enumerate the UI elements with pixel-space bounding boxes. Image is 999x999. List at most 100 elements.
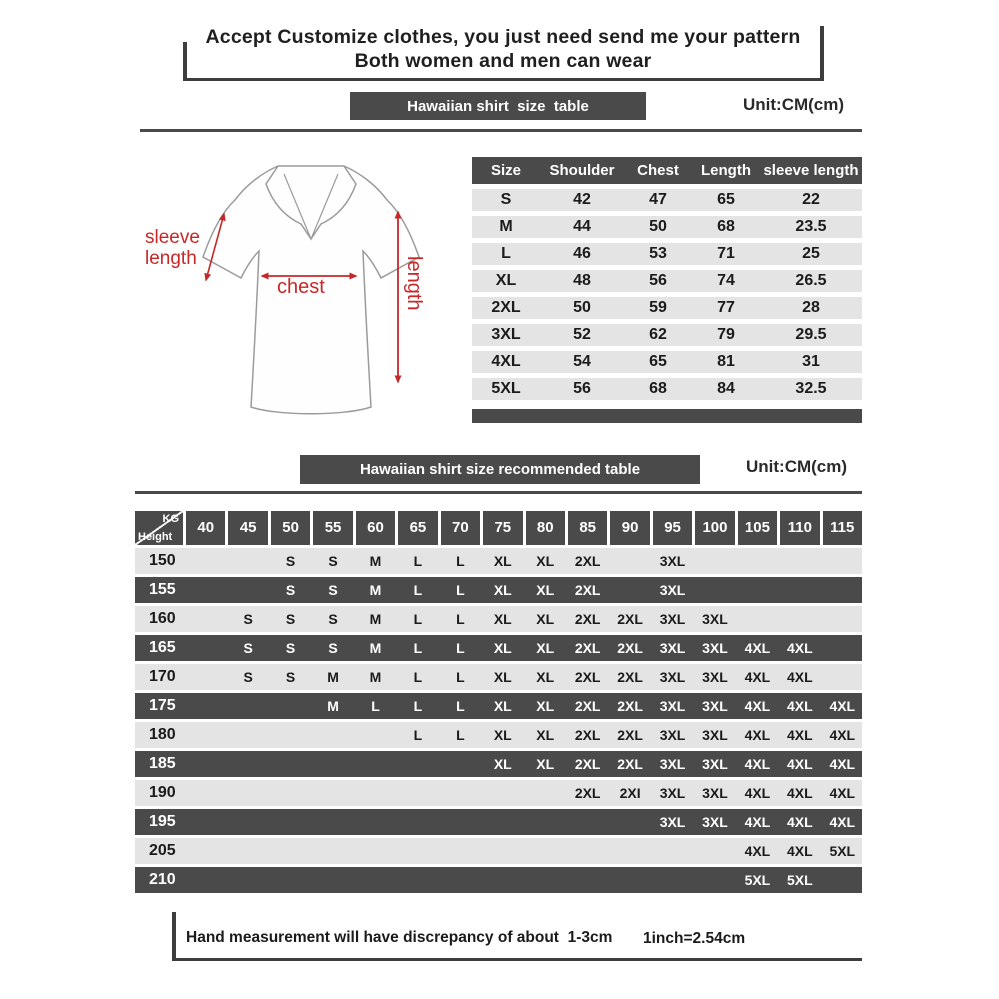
recommended-size-cell [398,867,437,893]
recommended-size-cell: L [413,669,423,685]
corner-kg-label: KG [162,513,180,525]
recommended-size-cell: 2XL [617,640,643,656]
size-table-header: Size Shoulder Chest Length sleeve length [472,157,862,184]
recommended-size-cell [568,809,607,835]
recommended-size-cell [441,780,480,806]
recommended-size-cell: XL [536,756,555,772]
recommended-size-cell [356,780,395,806]
size-table-cell: 68 [717,218,735,235]
recommended-size-cell: 2XL [574,640,601,656]
recommended-size-cell: 4XL [829,814,856,830]
recommended-size-cell: XL [536,698,555,714]
recommended-size-cell: M [369,640,382,656]
height-label-cell: 210 [149,871,176,888]
recommended-table-row: 150 S S M L L XL XL 2XL 3XL [135,548,862,574]
size-table-row: S 42 47 65 22 [472,189,862,211]
size-table-cell: 5XL [491,380,521,397]
recommended-size-cell [483,867,522,893]
recommended-size-cell: 4XL [787,698,813,714]
size-table-cell: 44 [573,218,591,235]
recommended-table-row: 210 5XL 5XL [135,867,862,893]
recommended-size-cell [186,548,225,574]
size-table-cell: 81 [717,353,735,370]
recommended-size-cell: 2XL [574,785,601,801]
recommended-size-cell: 3XL [659,814,686,830]
size-table-cell: 46 [573,245,591,262]
recommended-size-cell: S [285,640,296,656]
height-label-cell: 180 [149,726,176,743]
recommended-size-cell [186,838,225,864]
recommended-size-cell [271,751,310,777]
size-table-banner: Hawaiian shirt size table [350,92,646,120]
size-table-header-cell: Length [701,162,751,179]
recommended-size-cell [313,751,352,777]
size-table-row: 3XL 52 62 79 29.5 [472,324,862,346]
size-table-cell: 59 [649,299,667,316]
recommended-size-cell [186,577,225,603]
recommended-table-row: 160 S S S M L L XL XL 2XL 2XL 3XL 3XL [135,606,862,632]
recommended-size-cell: 2XL [617,611,643,627]
size-table-cell: M [499,218,513,235]
recommended-size-cell [568,838,607,864]
kg-height-corner-cell: KG Height [135,511,183,545]
recommended-size-cell: 4XL [744,698,771,714]
size-table-row: M 44 50 68 23.5 [472,216,862,238]
recommended-size-cell: M [327,698,339,714]
recommended-size-cell: XL [536,640,555,656]
size-table-cell: 84 [717,380,735,397]
recommended-size-cell: L [456,727,465,743]
recommended-size-cell: 4XL [829,698,856,714]
recommended-size-cell [313,809,352,835]
recommended-size-cell [313,867,352,893]
recommended-size-cell: M [369,582,382,598]
recommended-size-cell [610,809,649,835]
size-table-header-cell: Shoulder [549,162,615,179]
recommended-size-cell: S [328,553,338,569]
recommended-size-cell [483,838,522,864]
recommended-size-cell [186,693,225,719]
recommended-size-cell: 4XL [829,785,856,801]
size-table-row: XL 48 56 74 26.5 [472,270,862,292]
recommended-size-cell: 3XL [702,814,728,830]
size-table-cell: 71 [717,245,735,262]
recommended-size-cell [441,751,480,777]
recommended-size-cell: 3XL [659,698,686,714]
recommended-size-cell: XL [493,698,512,714]
recommended-size-cell: S [243,640,253,656]
footer-bracket-left [172,912,176,961]
size-table-cell: 62 [649,326,667,343]
size-table-body: S 42 47 65 22 M 44 50 68 23.5 L 46 53 71 25 XL 48 56 74 26.… [472,189,862,400]
weight-header-cell: 85 [567,511,608,545]
weight-header-cell: 90 [610,511,650,545]
recommended-size-cell: M [369,669,382,685]
height-label-cell: 185 [149,755,176,772]
recommended-size-cell [356,867,395,893]
recommended-size-cell: 3XL [702,756,728,772]
recommended-size-cell: XL [536,553,555,569]
recommended-size-cell [780,577,819,603]
recommended-size-cell: L [413,640,423,656]
size-table-cell: 22 [802,191,820,208]
recommended-size-cell: XL [493,669,512,685]
recommended-size-cell: 5XL [829,843,856,859]
size-table-cell: 50 [573,299,591,316]
recommended-size-cell: 3XL [702,785,728,801]
recommended-size-cell: 4XL [744,727,771,743]
recommended-size-cell: XL [536,669,555,685]
shirt-collar-right [310,165,357,240]
size-table-cell: 28 [802,299,820,316]
recommended-size-cell [271,780,310,806]
shirt-illustration [202,165,420,415]
recommended-size-cell: 4XL [744,640,771,656]
size-table-cell: 42 [573,191,591,208]
height-label-cell: 170 [149,668,176,685]
recommended-size-cell [356,838,395,864]
recommended-size-cell: 2XL [574,727,601,743]
weight-header-cell: 75 [483,511,523,545]
recommended-size-cell: XL [536,727,555,743]
recommended-size-cell: 4XL [744,785,771,801]
recommended-size-cell: L [456,553,465,569]
size-table-cell: 31 [802,353,820,370]
measurement-note: Hand measurement will have discrepancy o… [186,929,613,946]
